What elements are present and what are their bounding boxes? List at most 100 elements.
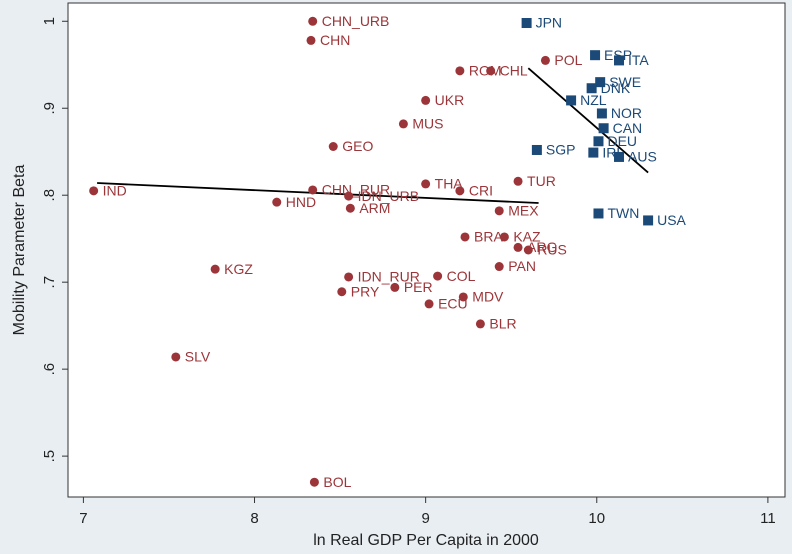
point-label: ARG — [527, 239, 557, 255]
point-label: ECU — [438, 296, 468, 312]
point — [309, 477, 319, 487]
point — [593, 136, 604, 147]
point-label: SGP — [546, 142, 576, 158]
point-label: ESP — [604, 47, 632, 63]
point-label: MEX — [508, 203, 539, 219]
point — [421, 95, 431, 105]
point-label: MUS — [412, 116, 443, 132]
point — [513, 242, 523, 252]
point-label: PAN — [508, 258, 536, 274]
plot-area — [67, 2, 786, 498]
point — [523, 245, 533, 255]
point-label: CHN_URB — [322, 13, 390, 29]
y-tick-label: .8 — [41, 189, 58, 202]
y-axis-title: Mobility Parameter Beta — [11, 165, 28, 336]
point-label: POL — [554, 52, 582, 68]
point-label: AUS — [628, 149, 657, 165]
point-label: TWN — [607, 205, 639, 221]
point-label: USA — [657, 212, 686, 228]
point-label: COL — [447, 268, 476, 284]
point-label: BLR — [489, 316, 516, 332]
point-label: CHN — [320, 32, 350, 48]
point — [344, 272, 354, 282]
point — [595, 77, 606, 88]
y-tick-label: .9 — [41, 102, 58, 115]
point — [345, 203, 355, 213]
point-label: BRA — [474, 229, 503, 245]
point — [586, 83, 597, 94]
x-tick-label: 11 — [760, 510, 776, 527]
point — [566, 95, 577, 106]
point-label: ARM — [359, 200, 390, 216]
point — [540, 55, 550, 65]
point — [306, 35, 316, 45]
point — [614, 151, 625, 162]
y-tick-label: .6 — [41, 363, 58, 376]
point — [455, 186, 465, 196]
point — [458, 292, 468, 302]
point-label: TUR — [527, 173, 556, 189]
point-label: PER — [404, 279, 433, 295]
point-label: KGZ — [224, 261, 253, 277]
fit-line — [527, 67, 649, 174]
point — [460, 232, 470, 242]
point — [308, 185, 318, 195]
point — [513, 176, 523, 186]
point-label: IDN_RUR — [358, 269, 420, 285]
y-tick-label: .7 — [41, 276, 58, 289]
point — [390, 282, 400, 292]
point — [596, 108, 607, 119]
point — [521, 18, 532, 29]
point-label: RUS — [537, 242, 567, 258]
point — [328, 142, 338, 152]
point-label: JPN — [536, 15, 562, 31]
point — [486, 66, 496, 76]
point — [421, 179, 431, 189]
point-label: HND — [286, 194, 316, 210]
point-label: MDV — [472, 289, 504, 305]
point — [494, 262, 504, 272]
point — [499, 232, 509, 242]
x-tick-label: 9 — [421, 510, 429, 527]
point — [433, 271, 443, 281]
x-tick-label: 10 — [588, 510, 605, 527]
point — [89, 186, 99, 196]
point-label: NOR — [611, 105, 642, 121]
point — [210, 264, 220, 274]
point — [475, 319, 485, 329]
point-label: IDN_URB — [358, 188, 419, 204]
point-label: BOL — [323, 474, 351, 490]
point-label: PRY — [351, 283, 380, 299]
point-label: DEU — [607, 133, 637, 149]
point — [494, 206, 504, 216]
fit-line — [97, 182, 539, 204]
point — [272, 197, 282, 207]
point — [308, 16, 318, 26]
point-label: KAZ — [513, 229, 541, 245]
point — [424, 299, 434, 309]
point — [455, 66, 465, 76]
point-label: NZL — [580, 92, 607, 108]
point-label: GEO — [342, 138, 373, 154]
point — [614, 55, 625, 66]
point-label: THA — [435, 176, 464, 192]
point-label: SLV — [185, 349, 211, 365]
point-label: SWE — [609, 74, 641, 90]
point-label: UKR — [435, 92, 465, 108]
point-label: DNK — [601, 80, 631, 96]
point-label: ROM — [469, 63, 502, 79]
x-tick-label: 7 — [79, 510, 87, 527]
point-label: IND — [103, 183, 127, 199]
point — [593, 208, 604, 219]
point-label: CHL — [500, 63, 528, 79]
x-tick-label: 8 — [250, 510, 258, 527]
point-label: CHN_RUR — [322, 182, 390, 198]
point — [590, 50, 601, 61]
point — [171, 352, 181, 362]
point-label: ITA — [628, 52, 649, 68]
point — [337, 287, 347, 297]
point — [398, 119, 408, 129]
point — [643, 215, 654, 226]
